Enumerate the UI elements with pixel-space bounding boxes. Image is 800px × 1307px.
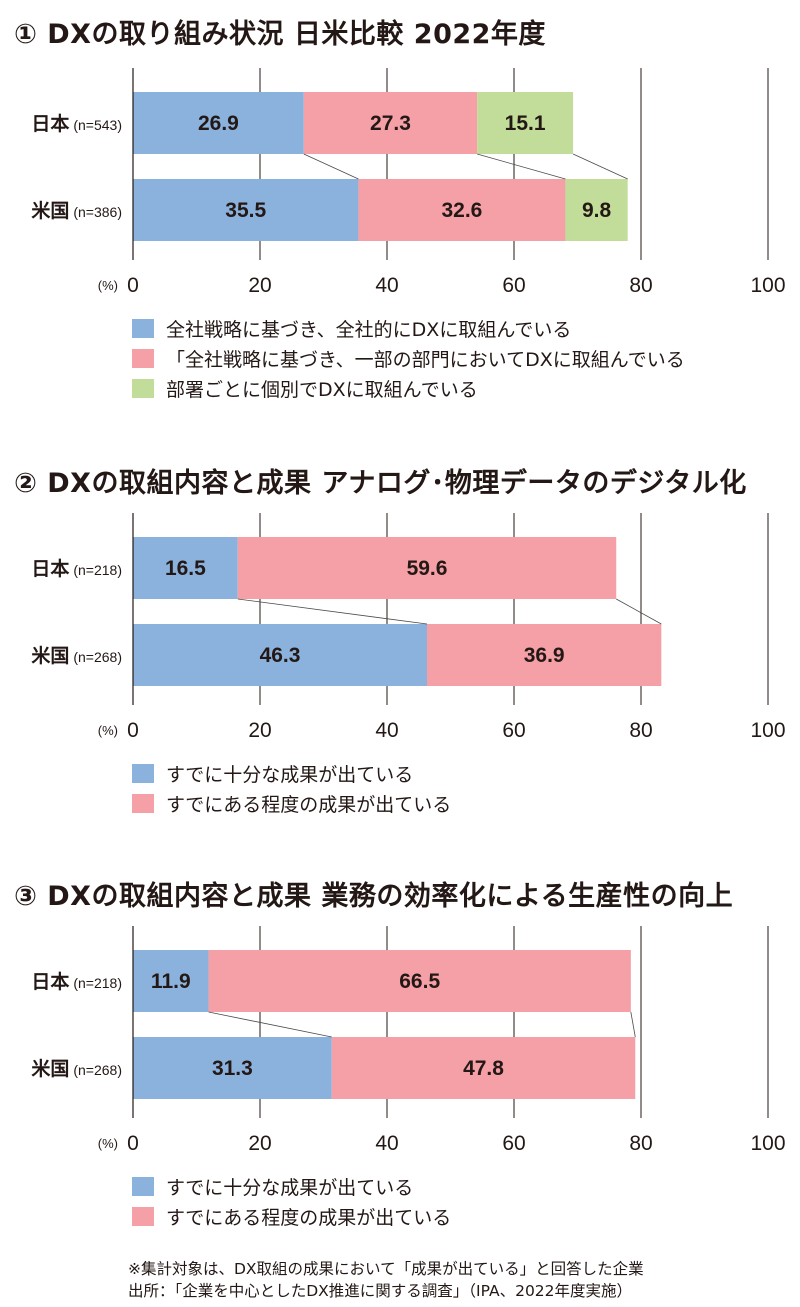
legend-item: 全社戦略に基づき、全社的にDXに取組んでいる [132,313,685,343]
category-label: 日本 (n=218) [31,557,122,580]
tick-label: 80 [629,1132,652,1155]
tick-label: 20 [248,1132,271,1155]
chart-title: ② DXの取組内容と成果 アナログ･物理データのデジタル化 [14,468,747,499]
legend-label: 部署ごとに個別でDXに取組んでいる [166,378,478,401]
legend-swatch-pink [132,793,154,813]
tick-label: 0 [127,274,139,297]
category-label: 日本 (n=543) [31,112,122,135]
data-label: 32.6 [441,199,482,222]
bar-segment [358,179,566,241]
bar-segment [427,624,662,686]
connector-line [237,598,428,625]
category-label: 米国 (n=268) [31,1057,122,1080]
tick-label: 0 [127,1132,139,1155]
tick-label: 80 [629,719,652,742]
axis-unit-label: (%) [98,278,118,293]
bar-segment [133,179,359,241]
chart-title: ① DXの取り組み状況 日米比較 2022年度 [14,19,546,50]
data-label: 47.8 [463,1057,504,1080]
bar-segment [303,92,478,154]
chart-legend: 全社戦略に基づき、全社的にDXに取組んでいる 「全社戦略に基づき、一部の部門にお… [132,313,685,403]
bar-segment [237,537,617,599]
data-label: 26.9 [198,112,239,135]
data-label: 46.3 [260,644,301,667]
category-label: 米国 (n=386) [31,199,122,222]
chart-title: ③ DXの取組内容と成果 業務の効率化による生産性の向上 [14,881,734,912]
tick-label: 80 [629,274,652,297]
legend-label: 全社戦略に基づき、全社的にDXに取組んでいる [166,318,572,341]
legend-label: 「全社戦略に基づき、一部の部門においてDXに取組んでいる [166,348,685,371]
data-label: 16.5 [165,557,206,580]
legend-item: すでにある程度の成果が出ている [132,1201,451,1231]
connector-line [616,598,662,625]
data-label: 9.8 [582,199,612,222]
connector-line [303,153,359,180]
axis-unit-label: (%) [98,1136,118,1151]
tick-label: 0 [127,719,139,742]
legend-swatch-pink [132,1206,154,1226]
bar-segment [331,1037,636,1099]
chart-plot: 11.9 66.5 日本 (n=218) 31.3 47.8 米国 (n=268) 0 20 40 6… [31,926,786,1155]
legend-swatch-green [132,378,154,398]
legend-item: すでにある程度の成果が出ている [132,788,451,818]
category-label: 日本 (n=218) [31,970,122,993]
axis-unit-label: (%) [98,723,118,738]
tick-label: 40 [375,719,398,742]
tick-label: 60 [502,274,525,297]
bar-segment [133,537,238,599]
connector-line [572,153,628,180]
data-label: 36.9 [524,644,565,667]
footnote-source: 出所：「企業を中心としたDX推進に関する調査」（IPA、2022年度実施） [128,1282,633,1300]
bar-segment [133,624,428,686]
bar-segment [208,950,631,1012]
bar-segment [565,179,628,241]
legend-label: すでにある程度の成果が出ている [166,793,452,816]
bar-segment [133,950,209,1012]
tick-label: 20 [248,719,271,742]
data-label: 11.9 [151,970,191,993]
tick-label: 60 [502,1132,525,1155]
data-label: 66.5 [399,970,440,993]
connector-line [630,1011,636,1038]
legend-swatch-blue [132,763,154,783]
connector-line [477,153,566,180]
legend-swatch-blue [132,318,154,338]
legend-item: すでに十分な成果が出ている [132,1171,451,1201]
category-label: 米国 (n=268) [31,644,122,667]
data-label: 59.6 [407,557,448,580]
legend-swatch-pink [132,348,154,368]
bar-segment [133,1037,332,1099]
footnote: ※集計対象は、DX取組の成果において「成果が出ている」と回答した企業 出所：「企… [128,1258,644,1302]
data-label: 27.3 [370,112,411,135]
legend-label: すでにある程度の成果が出ている [166,1206,452,1229]
tick-label: 100 [750,274,785,297]
legend-label: すでに十分な成果が出ている [166,763,414,786]
tick-label: 100 [750,1132,785,1155]
legend-label: すでに十分な成果が出ている [166,1176,414,1199]
tick-label: 40 [375,1132,398,1155]
legend-item: 部署ごとに個別でDXに取組んでいる [132,373,685,403]
data-label: 15.1 [505,112,546,135]
legend-swatch-blue [132,1176,154,1196]
bar-segment [133,92,304,154]
footnote-line: ※集計対象は、DX取組の成果において「成果が出ている」と回答した企業 [128,1260,644,1278]
legend-item: 「全社戦略に基づき、一部の部門においてDXに取組んでいる [132,343,685,373]
chart-legend: すでに十分な成果が出ている すでにある程度の成果が出ている [132,758,451,818]
tick-label: 60 [502,719,525,742]
tick-label: 40 [375,274,398,297]
chart-plot: 26.9 27.3 15.1 日本 (n=543) 35.5 32.6 9.8 米国 (n=386… [31,68,786,297]
bar-segment [477,92,574,154]
data-label: 31.3 [212,1057,253,1080]
tick-label: 20 [248,274,271,297]
chart-plot: 16.5 59.6 日本 (n=218) 46.3 36.9 米国 (n=268) 0 20 40 6… [31,513,786,742]
connector-line [208,1011,332,1038]
legend-item: すでに十分な成果が出ている [132,758,451,788]
chart-legend: すでに十分な成果が出ている すでにある程度の成果が出ている [132,1171,451,1231]
data-label: 35.5 [225,199,266,222]
tick-label: 100 [750,719,785,742]
